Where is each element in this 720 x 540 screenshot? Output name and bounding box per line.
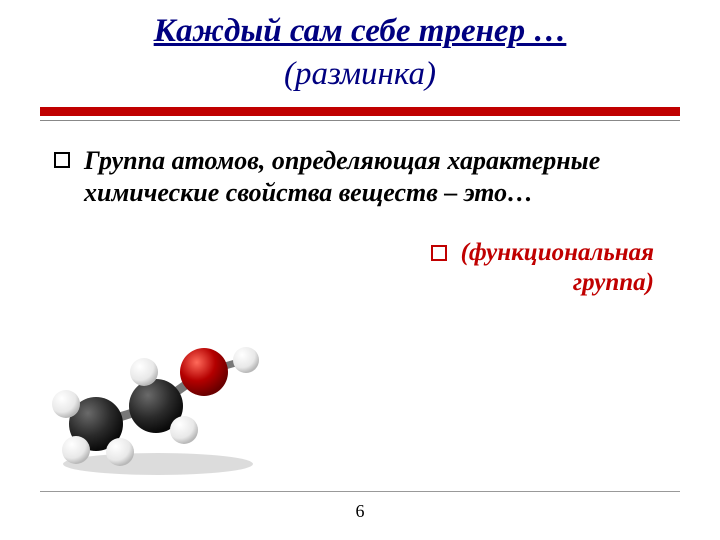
divider-line <box>40 120 680 121</box>
square-bullet-icon <box>431 245 447 261</box>
slide-title: Каждый сам себе тренер … <box>40 12 680 52</box>
answer-text: (функциональная группа) <box>461 238 654 298</box>
answer-row: (функциональная группа) <box>40 238 654 298</box>
question-text: Группа атомов, определяющая характерные … <box>84 145 670 210</box>
title-underline-bar <box>40 107 680 116</box>
question-row: Группа атомов, определяющая характерные … <box>54 145 670 210</box>
slide-subtitle: (разминка) <box>40 56 680 93</box>
molecule-illustration <box>48 328 278 478</box>
square-bullet-icon <box>54 152 70 168</box>
page-number: 6 <box>0 501 720 522</box>
footer-divider <box>40 491 680 492</box>
